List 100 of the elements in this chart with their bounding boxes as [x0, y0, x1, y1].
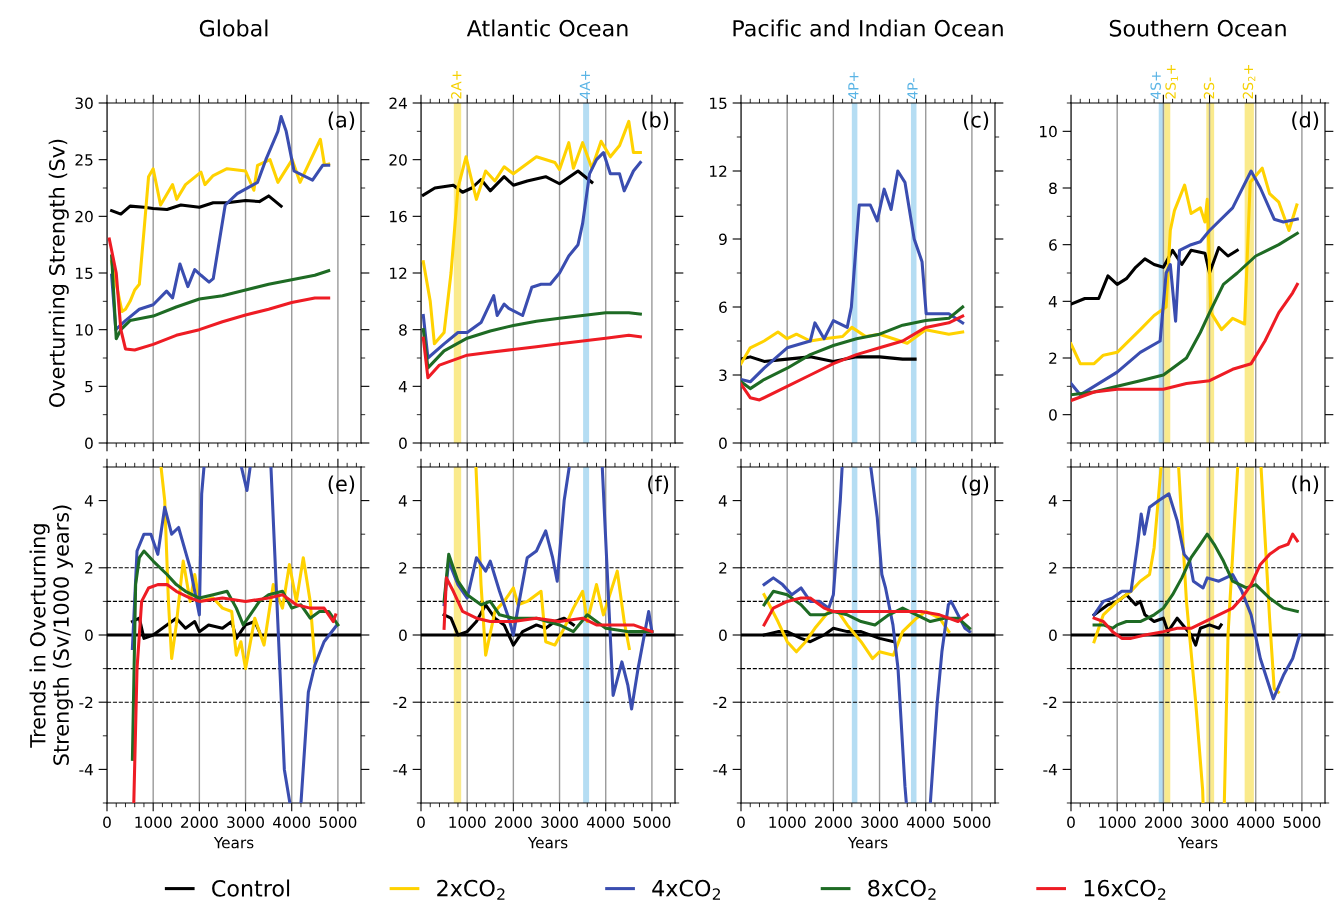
- x-tick-label: 3000: [227, 816, 264, 829]
- y-tick-label: 0: [1049, 409, 1057, 421]
- x-tick-label: 1000: [135, 816, 172, 829]
- x-tick-label: 2000: [1145, 816, 1182, 829]
- x-tick-label: 1000: [449, 816, 486, 829]
- band-label: 4P+: [848, 72, 859, 99]
- y-tick-label: 4: [1048, 296, 1057, 308]
- x-tick-label: 2000: [181, 816, 218, 829]
- y-tick-label: 20: [75, 210, 93, 223]
- y-tick-label: 4: [1048, 495, 1057, 507]
- y-tick-label: 6: [1049, 239, 1057, 251]
- y-tick-label: 12: [390, 267, 407, 279]
- y-tick-label: 4: [84, 495, 93, 507]
- y-tick-label: 25: [75, 154, 93, 166]
- x-tick-label: 4000: [587, 816, 625, 829]
- line-series: [421, 119, 642, 346]
- x-tick-label: 0: [1067, 816, 1075, 829]
- chart-title: Atlantic Ocean: [466, 19, 628, 37]
- y-tick-label: 2: [719, 562, 727, 574]
- legend-label: 2xCO$_{2}$: [437, 879, 505, 900]
- y-tick-label: 8: [399, 324, 407, 336]
- legend-label: 4xCO$_{2}$: [652, 879, 721, 900]
- annotation: (c): [964, 111, 989, 131]
- band-label: 2S-: [1203, 77, 1215, 99]
- y-tick-label: 2: [85, 562, 93, 574]
- y-tick-label: -2: [393, 696, 407, 708]
- y-tick-label: 2: [399, 562, 407, 574]
- line-series: [421, 151, 642, 360]
- y-axis-title: Trends in Overturning Strength (Sv/1000 years): [29, 505, 74, 765]
- line-series: [421, 333, 642, 380]
- x-tick-label: 0: [103, 816, 111, 829]
- line-series: [762, 596, 969, 627]
- y-tick-label: 30: [75, 97, 93, 110]
- x-tick-label: 4000: [273, 816, 311, 829]
- band-label: 4A+: [579, 71, 590, 99]
- line-series: [741, 305, 965, 391]
- x-tick-label: 4000: [1237, 816, 1275, 829]
- y-tick-label: 0: [719, 437, 727, 450]
- annotation: (f): [648, 475, 669, 494]
- line-series: [1071, 231, 1299, 397]
- annotation: (e): [328, 475, 355, 494]
- y-tick-label: 0: [399, 437, 407, 450]
- line-series: [1092, 492, 1302, 701]
- annotation: (a): [328, 111, 355, 131]
- x-tick-label: 1000: [1099, 816, 1136, 829]
- y-tick-label: 0: [85, 437, 93, 450]
- y-tick-label: -4: [79, 764, 93, 776]
- y-tick-label: 2: [1049, 352, 1057, 364]
- line-series: [110, 254, 331, 341]
- y-tick-label: -4: [713, 764, 727, 776]
- x-tick-label: 0: [417, 816, 425, 829]
- x-tick-label: 5000: [633, 816, 671, 829]
- line-series: [442, 576, 654, 634]
- y-tick-label: 20: [389, 154, 407, 166]
- line-series: [110, 194, 283, 216]
- y-tick-label: -2: [79, 696, 93, 708]
- annotation: (h): [1292, 475, 1319, 494]
- x-tick-label: 5000: [1283, 816, 1321, 829]
- y-tick-label: 5: [85, 381, 93, 393]
- y-tick-label: -2: [1043, 696, 1057, 708]
- y-tick-label: -4: [1043, 764, 1057, 776]
- y-tick-label: 0: [719, 629, 727, 642]
- band-label: 2S$_{2}$+: [1242, 65, 1256, 99]
- y-tick-label: 10: [1040, 125, 1057, 138]
- y-tick-label: 4: [398, 381, 407, 393]
- line-series: [107, 237, 331, 352]
- x-axis-title: Years: [847, 837, 888, 849]
- y-tick-label: 9: [719, 233, 727, 246]
- x-axis-title: Years: [1177, 837, 1218, 849]
- y-tick-label: 3: [719, 369, 727, 382]
- line-series: [1071, 282, 1299, 403]
- x-tick-label: 0: [737, 816, 745, 829]
- x-tick-label: 2000: [495, 816, 532, 829]
- y-tick-label: 16: [390, 210, 407, 223]
- y-tick-label: 0: [1049, 629, 1057, 642]
- y-tick-label: 12: [710, 165, 727, 177]
- y-tick-label: 0: [85, 629, 93, 642]
- chart-title: Global: [199, 19, 268, 37]
- y-tick-label: 4: [398, 495, 407, 507]
- x-tick-label: 5000: [953, 816, 991, 829]
- x-tick-label: 3000: [541, 816, 578, 829]
- y-tick-label: 8: [1049, 182, 1057, 195]
- line-series: [130, 549, 340, 761]
- annotation: (d): [1292, 111, 1319, 131]
- legend-label: 8xCO$_{2}$: [868, 879, 936, 900]
- y-tick-label: 0: [399, 629, 407, 642]
- y-tick-label: 2: [1049, 562, 1057, 574]
- line-series: [741, 169, 965, 384]
- line-series: [741, 314, 965, 402]
- line-series: [132, 583, 338, 803]
- y-tick-label: -4: [393, 764, 407, 776]
- y-tick-label: 24: [389, 97, 407, 109]
- x-tick-label: 3000: [1191, 816, 1228, 829]
- line-series: [474, 467, 631, 657]
- y-axis-title: Overturning Strength (Sv): [48, 139, 69, 407]
- y-tick-label: 4: [718, 495, 727, 507]
- chart-title: Pacific and Indian Ocean: [733, 19, 1003, 37]
- y-tick-label: 10: [76, 324, 93, 336]
- x-tick-label: 5000: [319, 816, 357, 829]
- band-label: 4S+: [1150, 71, 1161, 99]
